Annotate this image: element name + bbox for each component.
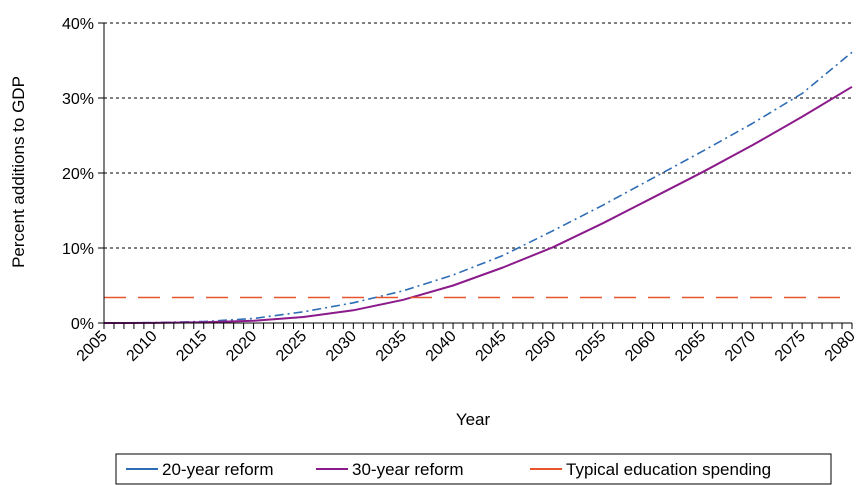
x-tick-label: 2015 <box>173 328 210 365</box>
x-tick-label: 2025 <box>273 328 310 365</box>
y-ticks: 0% 10% 20% 30% 40% <box>62 16 104 333</box>
x-tick-label: 2040 <box>423 328 460 365</box>
x-tick-label: 2050 <box>522 328 559 365</box>
legend-items: 20-year reform 30-year reform Typical educ… <box>126 460 771 479</box>
y-axis-title: Percent additions to GDP <box>9 76 28 268</box>
x-tick-label: 2035 <box>373 328 410 365</box>
series-line-20-year-reform <box>103 51 853 324</box>
x-tick-label: 2010 <box>124 328 161 365</box>
y-tick-label: 0% <box>71 316 94 333</box>
y-tick-label: 40% <box>62 16 94 33</box>
x-tick-label: 2060 <box>622 328 659 365</box>
gridlines <box>104 22 852 249</box>
legend: 20-year reform 30-year reform Typical educ… <box>115 453 832 485</box>
y-tick-label: 20% <box>62 166 94 183</box>
x-tick-label: 2005 <box>74 328 111 365</box>
x-tick-label: 2055 <box>572 328 609 365</box>
x-tick-label: 2020 <box>223 328 260 365</box>
x-tick-label: 2045 <box>473 328 510 365</box>
legend-frame <box>115 453 832 485</box>
y-tick-label: 10% <box>62 241 94 258</box>
x-tick-label: 2030 <box>323 328 360 365</box>
series-layer <box>103 51 853 324</box>
x-tick-label: 2065 <box>672 328 709 365</box>
x-ticks: 2005 2010 2015 2020 2025 2030 2035 2040 2045 2050… <box>74 323 856 365</box>
legend-label: 30-year reform <box>352 460 463 479</box>
x-tick-label: 2080 <box>822 328 856 365</box>
series-line-30-year-reform <box>103 85 853 324</box>
x-tick-label: 2070 <box>722 328 759 365</box>
legend-label: Typical education spending <box>566 460 771 479</box>
legend-label: 20-year reform <box>162 460 273 479</box>
x-axis-title: Year <box>456 410 491 429</box>
x-tick-label: 2075 <box>772 328 809 365</box>
y-tick-label: 30% <box>62 91 94 108</box>
